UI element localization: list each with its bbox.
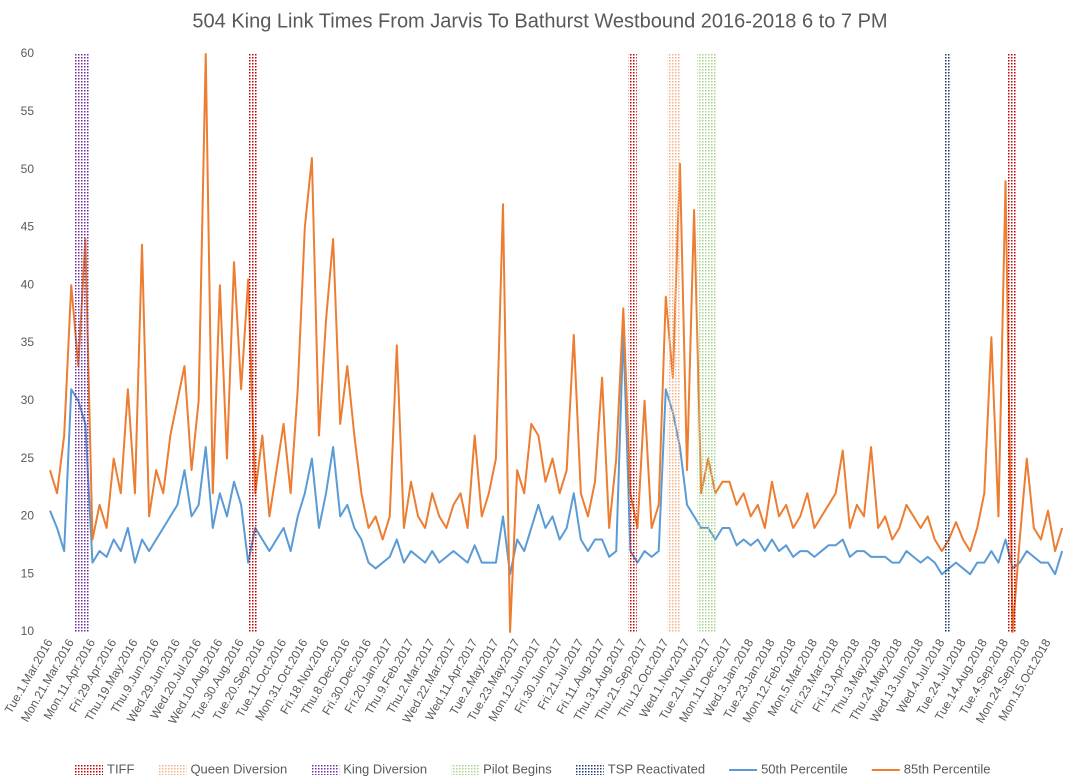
y-tick-label: 45 [21,220,35,234]
legend-swatch [311,765,340,775]
y-tick-label: 50 [21,162,35,176]
legend-label: TSP Reactivated [608,761,705,776]
legend-label: Queen Diversion [190,761,287,776]
legend-label: King Diversion [343,761,427,776]
y-tick-label: 60 [21,46,35,60]
event-band [248,54,257,632]
legend-label: Pilot Begins [483,761,552,776]
legend-swatch [158,765,187,775]
legend-swatch [575,765,604,775]
legend-swatch [451,765,480,775]
legend-swatch [75,765,103,775]
legend-label: TIFF [107,761,134,776]
y-tick-label: 35 [21,335,35,349]
series-line [49,330,1064,576]
chart-title: 504 King Link Times From Jarvis To Bathu… [192,10,887,32]
legend-label: 50th Percentile [761,761,848,776]
y-tick-label: 20 [21,509,35,523]
y-tick-label: 10 [21,624,35,638]
y-tick-label: 25 [21,451,35,465]
event-band [696,54,717,632]
event-band [628,54,637,632]
legend-label: 85th Percentile [904,761,991,776]
y-tick-label: 15 [21,566,35,580]
event-band [667,54,681,632]
series-line [49,53,1064,633]
y-tick-label: 55 [21,104,35,118]
event-band [74,54,89,632]
event-band [943,54,952,632]
y-tick-label: 30 [21,393,35,407]
event-band [1007,54,1017,632]
y-tick-label: 40 [21,277,35,291]
